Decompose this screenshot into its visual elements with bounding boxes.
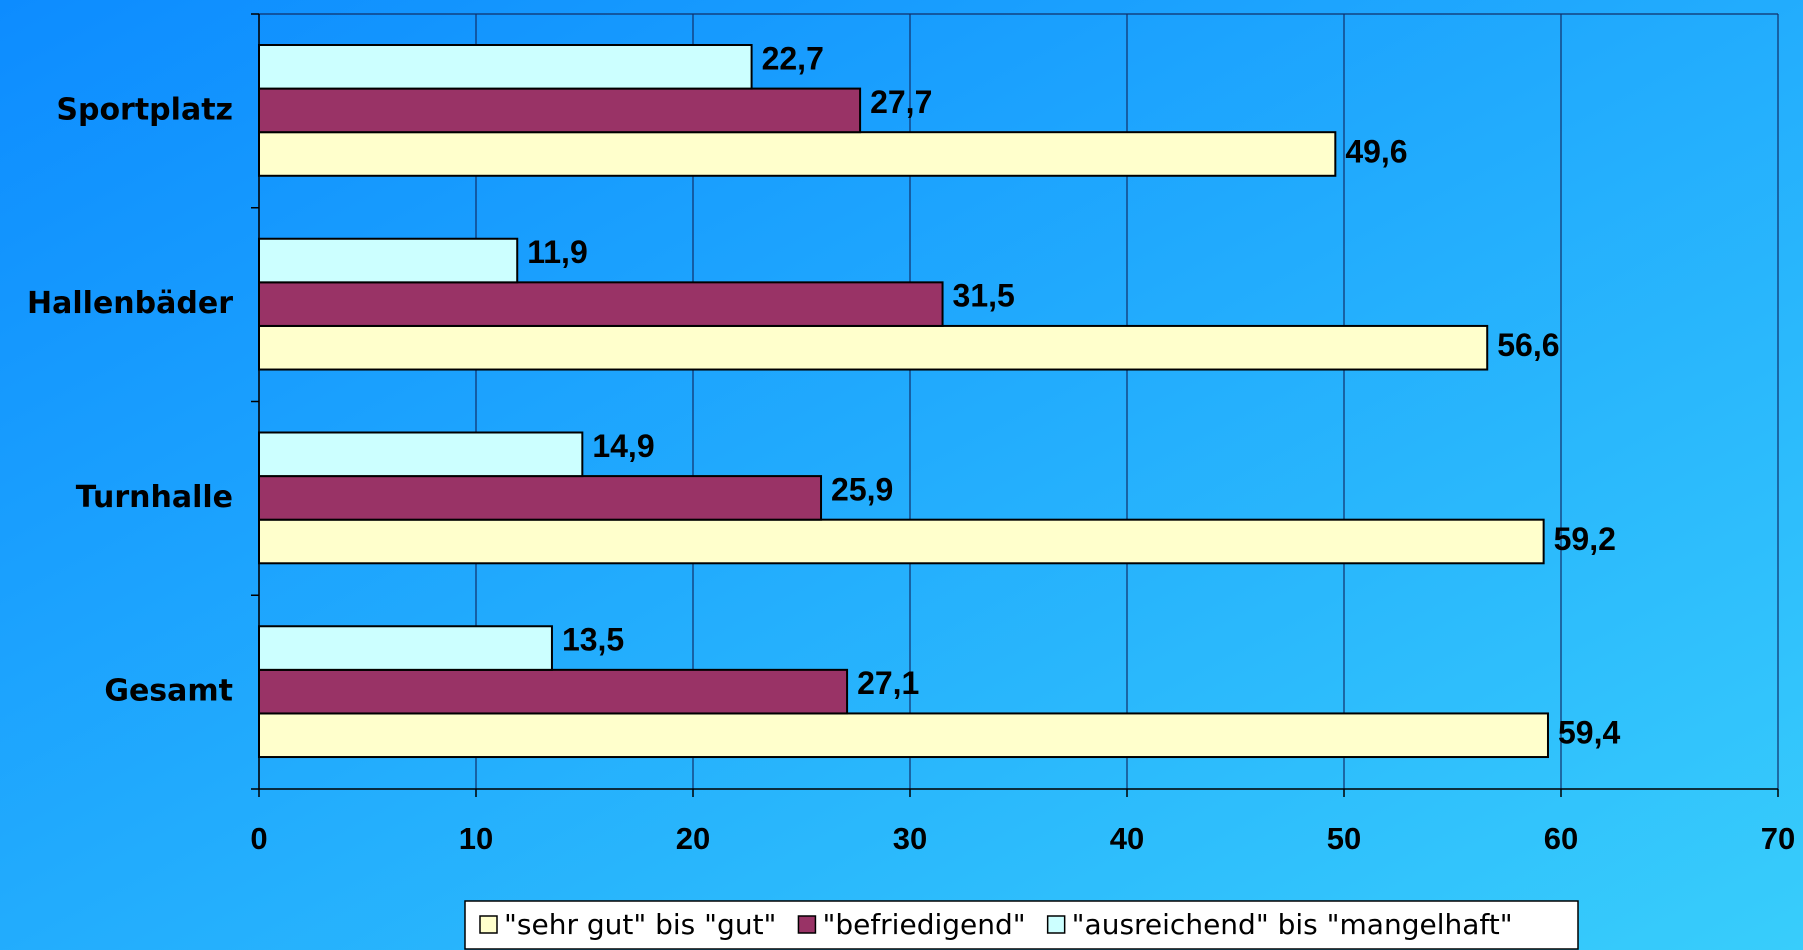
- x-tick-label: 70: [1761, 821, 1795, 856]
- bar: [258, 518, 1545, 565]
- value-label: 13,5: [562, 622, 624, 658]
- x-tick-label: 60: [1544, 821, 1578, 856]
- value-label: 11,9: [527, 234, 588, 270]
- legend-swatch: [797, 915, 817, 934]
- bar: [258, 281, 944, 327]
- value-label: 25,9: [831, 471, 893, 507]
- x-tick-label: 40: [1110, 821, 1144, 856]
- x-tick-label: 10: [459, 821, 493, 856]
- y-tick-label: Sportplatz: [56, 92, 233, 127]
- bar: [258, 87, 862, 134]
- bar: [258, 324, 1489, 371]
- legend-swatch: [479, 915, 498, 934]
- x-tick-label: 0: [250, 821, 267, 856]
- value-label: 59,2: [1554, 521, 1616, 557]
- legend-label: "befriedigend": [822, 908, 1025, 941]
- x-tick-label: 50: [1327, 821, 1361, 856]
- x-tick-label: 20: [676, 821, 710, 856]
- x-tick-label: 30: [893, 821, 927, 856]
- bar: [258, 668, 849, 715]
- legend-label: "ausreichend" bis "mangelhaft": [1072, 908, 1513, 941]
- y-tick-label: Gesamt: [104, 674, 233, 709]
- bar: [258, 44, 753, 90]
- value-label: 31,5: [953, 278, 1015, 314]
- value-label: 59,4: [1558, 715, 1620, 751]
- value-label: 22,7: [762, 40, 824, 76]
- bar: [258, 475, 823, 521]
- value-label: 49,6: [1345, 133, 1407, 169]
- y-tick-label: Hallenbäder: [27, 286, 233, 321]
- value-label: 27,7: [870, 84, 932, 120]
- bar: [258, 712, 1549, 759]
- value-label: 14,9: [592, 428, 654, 464]
- bar: [258, 237, 519, 284]
- legend: [464, 900, 1579, 950]
- bar: [258, 625, 553, 671]
- bar: [258, 431, 584, 478]
- legend-swatch: [1046, 915, 1066, 934]
- bar: [258, 131, 1337, 177]
- value-label: 27,1: [857, 665, 919, 701]
- legend-label: "sehr gut" bis "gut": [504, 908, 776, 941]
- value-label: 56,6: [1497, 327, 1559, 363]
- y-tick-label: Turnhalle: [76, 480, 233, 515]
